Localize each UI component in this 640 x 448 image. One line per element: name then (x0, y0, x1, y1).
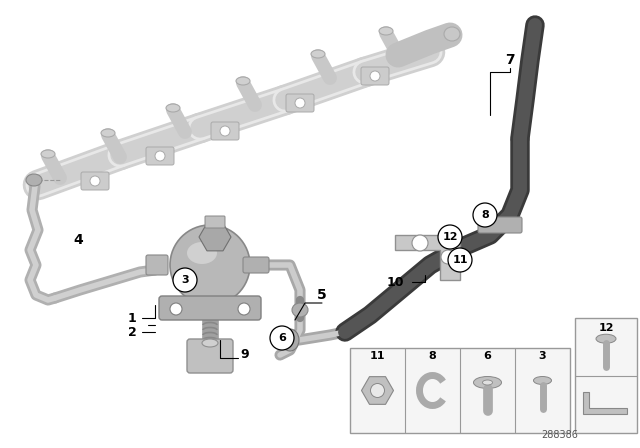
FancyBboxPatch shape (146, 147, 174, 165)
Circle shape (438, 225, 462, 249)
Circle shape (155, 151, 165, 161)
FancyBboxPatch shape (159, 296, 261, 320)
FancyBboxPatch shape (146, 255, 168, 275)
Ellipse shape (166, 104, 180, 112)
Text: 12: 12 (442, 232, 458, 242)
Text: 3: 3 (539, 351, 547, 361)
Circle shape (448, 248, 472, 272)
Text: 8: 8 (429, 351, 436, 361)
Text: 9: 9 (241, 349, 250, 362)
Circle shape (238, 303, 250, 315)
FancyBboxPatch shape (478, 217, 522, 233)
Text: 2: 2 (127, 326, 136, 339)
Text: 11: 11 (370, 351, 385, 361)
Circle shape (295, 98, 305, 108)
FancyBboxPatch shape (361, 67, 389, 85)
Ellipse shape (281, 329, 299, 351)
Circle shape (473, 203, 497, 227)
Circle shape (173, 268, 197, 292)
Text: 6: 6 (278, 333, 286, 343)
Ellipse shape (236, 77, 250, 85)
Text: 3: 3 (181, 275, 189, 285)
Ellipse shape (41, 150, 55, 158)
FancyBboxPatch shape (81, 172, 109, 190)
Circle shape (220, 126, 230, 136)
Ellipse shape (444, 27, 460, 41)
Polygon shape (583, 392, 627, 414)
FancyBboxPatch shape (205, 216, 225, 228)
Text: 4: 4 (73, 233, 83, 247)
Text: 11: 11 (452, 255, 468, 265)
Text: 1: 1 (127, 311, 136, 324)
Text: 10: 10 (387, 276, 404, 289)
Ellipse shape (483, 380, 493, 385)
Ellipse shape (534, 376, 552, 384)
Circle shape (170, 303, 182, 315)
Ellipse shape (596, 334, 616, 343)
FancyBboxPatch shape (350, 348, 570, 433)
Circle shape (370, 71, 380, 81)
Ellipse shape (474, 376, 502, 388)
Circle shape (412, 235, 428, 251)
FancyBboxPatch shape (286, 94, 314, 112)
Circle shape (441, 250, 455, 264)
FancyBboxPatch shape (243, 257, 269, 273)
Text: 8: 8 (481, 210, 489, 220)
Ellipse shape (292, 303, 308, 317)
Ellipse shape (26, 174, 42, 186)
Circle shape (270, 326, 294, 350)
Text: 288386: 288386 (541, 430, 579, 440)
Circle shape (90, 176, 100, 186)
Ellipse shape (187, 242, 217, 264)
Text: 7: 7 (505, 53, 515, 67)
FancyBboxPatch shape (575, 318, 637, 433)
Ellipse shape (202, 339, 218, 347)
Text: 5: 5 (317, 288, 327, 302)
FancyBboxPatch shape (187, 339, 233, 373)
Polygon shape (395, 235, 460, 280)
Ellipse shape (101, 129, 115, 137)
Ellipse shape (311, 50, 325, 58)
Text: 12: 12 (598, 323, 614, 333)
FancyBboxPatch shape (211, 122, 239, 140)
Text: 6: 6 (484, 351, 492, 361)
Ellipse shape (379, 27, 393, 35)
Circle shape (170, 225, 250, 305)
Circle shape (371, 383, 385, 397)
